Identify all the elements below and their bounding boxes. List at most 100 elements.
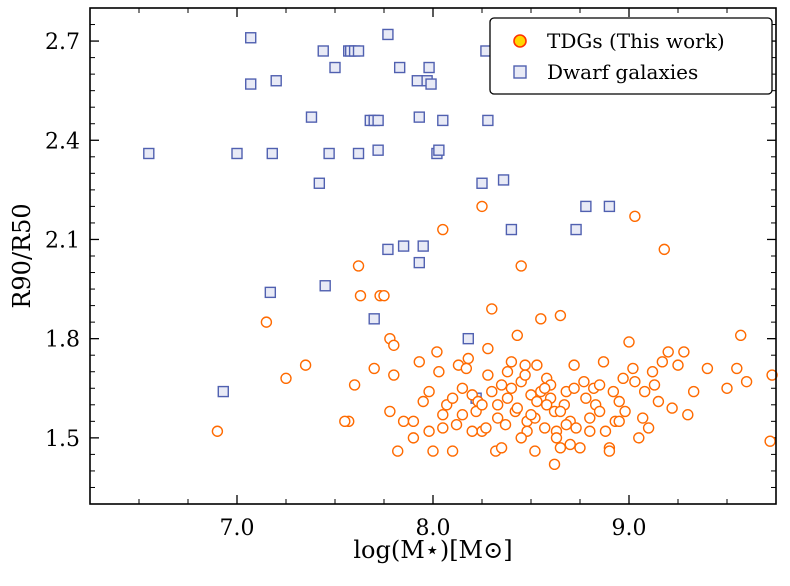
tdg-point (607, 385, 620, 398)
dwarf-galaxy-point (352, 45, 365, 57)
legend-tdg-marker (513, 34, 527, 48)
tdg-point (437, 422, 449, 434)
tdg-point (501, 392, 514, 404)
tdg-point (505, 356, 518, 368)
tdg-point (501, 366, 514, 378)
tdg-point (531, 359, 543, 371)
dwarf-galaxy-point (482, 114, 494, 127)
tdg-point (413, 356, 425, 368)
dwarf-galaxy-point (437, 114, 449, 127)
tdg-point (764, 435, 776, 447)
tdg-point (388, 339, 400, 351)
tdg-point (525, 409, 537, 421)
tdg-point (417, 395, 429, 408)
tdg-point (495, 442, 508, 454)
x-tick-label: 7.0 (220, 516, 255, 541)
tdg-point (637, 412, 649, 424)
tdg-point (491, 399, 504, 411)
dwarf-galaxy-point (423, 61, 435, 74)
tdg-point (388, 369, 400, 381)
tdg-point (580, 392, 592, 404)
tdg-point (476, 200, 488, 213)
tdg-point (486, 385, 498, 398)
tdg-point (570, 422, 582, 434)
plot-frame (89, 7, 777, 505)
tdg-point (627, 362, 639, 375)
dwarf-galaxy-point (382, 28, 394, 41)
tdg-point (433, 366, 445, 378)
tdg-point (735, 329, 747, 342)
tdg-point (482, 342, 494, 355)
dwarf-galaxy-point (270, 75, 282, 87)
dwarf-galaxy-point (413, 256, 425, 269)
tdg-point (519, 369, 531, 381)
dwarf-galaxy-point (317, 45, 329, 57)
tdg-point (378, 289, 390, 302)
y-axis-label: R90/R50 (8, 203, 36, 308)
dwarf-galaxy-point (580, 200, 592, 213)
tdg-point (646, 366, 659, 378)
tdg-point (456, 409, 469, 421)
tdg-point (456, 382, 469, 394)
dwarf-galaxy-point (143, 147, 155, 160)
legend-dwarf-label: Dwarf galaxies (547, 60, 698, 84)
tdg-point (392, 445, 404, 457)
tdg-point (480, 422, 492, 434)
tdg-point (687, 385, 700, 398)
tdg-point (515, 260, 527, 272)
tdg-point (431, 346, 443, 358)
tdg-point (656, 356, 669, 368)
tdg-point (460, 362, 473, 375)
x-tick-label: 8.0 (416, 516, 451, 541)
dwarf-galaxy-point (368, 313, 380, 325)
tdg-point (368, 362, 380, 375)
tdg-point (721, 382, 733, 394)
tdg-point (633, 432, 645, 444)
y-tick-label: 1.8 (45, 328, 80, 353)
tdg-point (568, 359, 580, 371)
tdg-point (482, 369, 494, 381)
tdg-point (554, 309, 567, 322)
tdg-point (578, 375, 590, 388)
tdg-point (593, 405, 606, 418)
dwarf-galaxy-point (352, 147, 365, 160)
tdg-point (352, 260, 365, 272)
tdg-point (519, 359, 531, 371)
axis-ticks: 7.0 8.0 9.0 1.5 1.8 2.1 2.4 2.7 (45, 7, 777, 541)
tdg-point (423, 385, 435, 398)
tdg-point (766, 369, 778, 381)
tdg-point (619, 405, 631, 418)
tdg-point (280, 372, 292, 385)
tdg-point (495, 379, 508, 391)
dwarf-galaxy-point (603, 200, 616, 213)
y-tick-label: 1.5 (45, 427, 80, 452)
legend-box (489, 17, 773, 95)
x-tick-label: 9.0 (612, 516, 647, 541)
tdg-point (554, 442, 567, 454)
tdg-point (599, 425, 612, 437)
tdg-point (613, 415, 625, 428)
dwarf-galaxy-point (372, 114, 384, 127)
dwarf-galaxy-point (217, 385, 229, 398)
dwarf-galaxy-point (413, 111, 425, 123)
tdg-point (740, 375, 753, 388)
tdg-point (658, 243, 670, 256)
legend-dwarf-marker (513, 65, 527, 79)
tdg-point (678, 346, 690, 358)
dwarf-galaxy-point (417, 240, 429, 252)
tdg-point (515, 432, 527, 444)
x-axis-label: log(M⋆)[M⊙] (353, 536, 512, 564)
dwarf-galaxy-point (433, 144, 445, 156)
data-points (143, 28, 778, 471)
tdg-point (597, 356, 610, 368)
tdg-point (446, 445, 459, 457)
tdg-point (466, 425, 478, 437)
tdg-point (407, 432, 420, 444)
tdg-point (593, 379, 606, 391)
tdg-point (339, 415, 351, 428)
dwarf-galaxy-point (382, 243, 394, 256)
y-tick-label: 2.4 (45, 129, 80, 154)
tdg-point (348, 379, 361, 391)
